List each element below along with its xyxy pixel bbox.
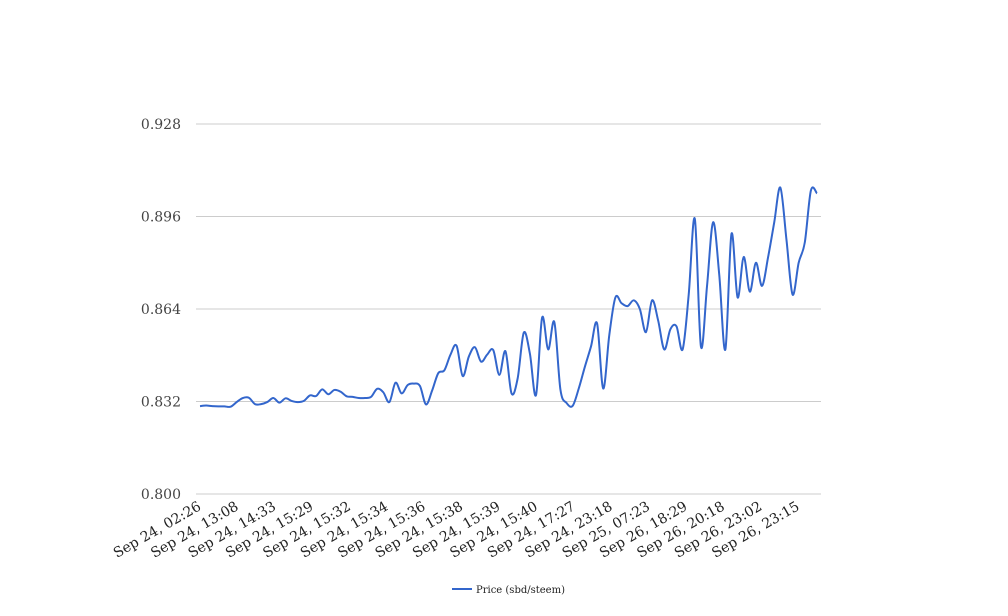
y-tick-label: 0.832 <box>141 395 181 411</box>
y-tick-label: 0.928 <box>141 117 181 133</box>
legend-label: Price (sbd/steem) <box>476 585 565 596</box>
y-tick-label: 0.896 <box>141 210 181 226</box>
legend: Price (sbd/steem) <box>452 585 565 596</box>
y-tick-label: 0.864 <box>141 302 181 318</box>
y-tick-label: 0.800 <box>141 487 181 503</box>
series-layer <box>199 186 818 408</box>
y-axis-ticks: 0.800 0.832 0.864 0.896 0.928 <box>141 117 181 503</box>
series-line <box>199 186 818 408</box>
